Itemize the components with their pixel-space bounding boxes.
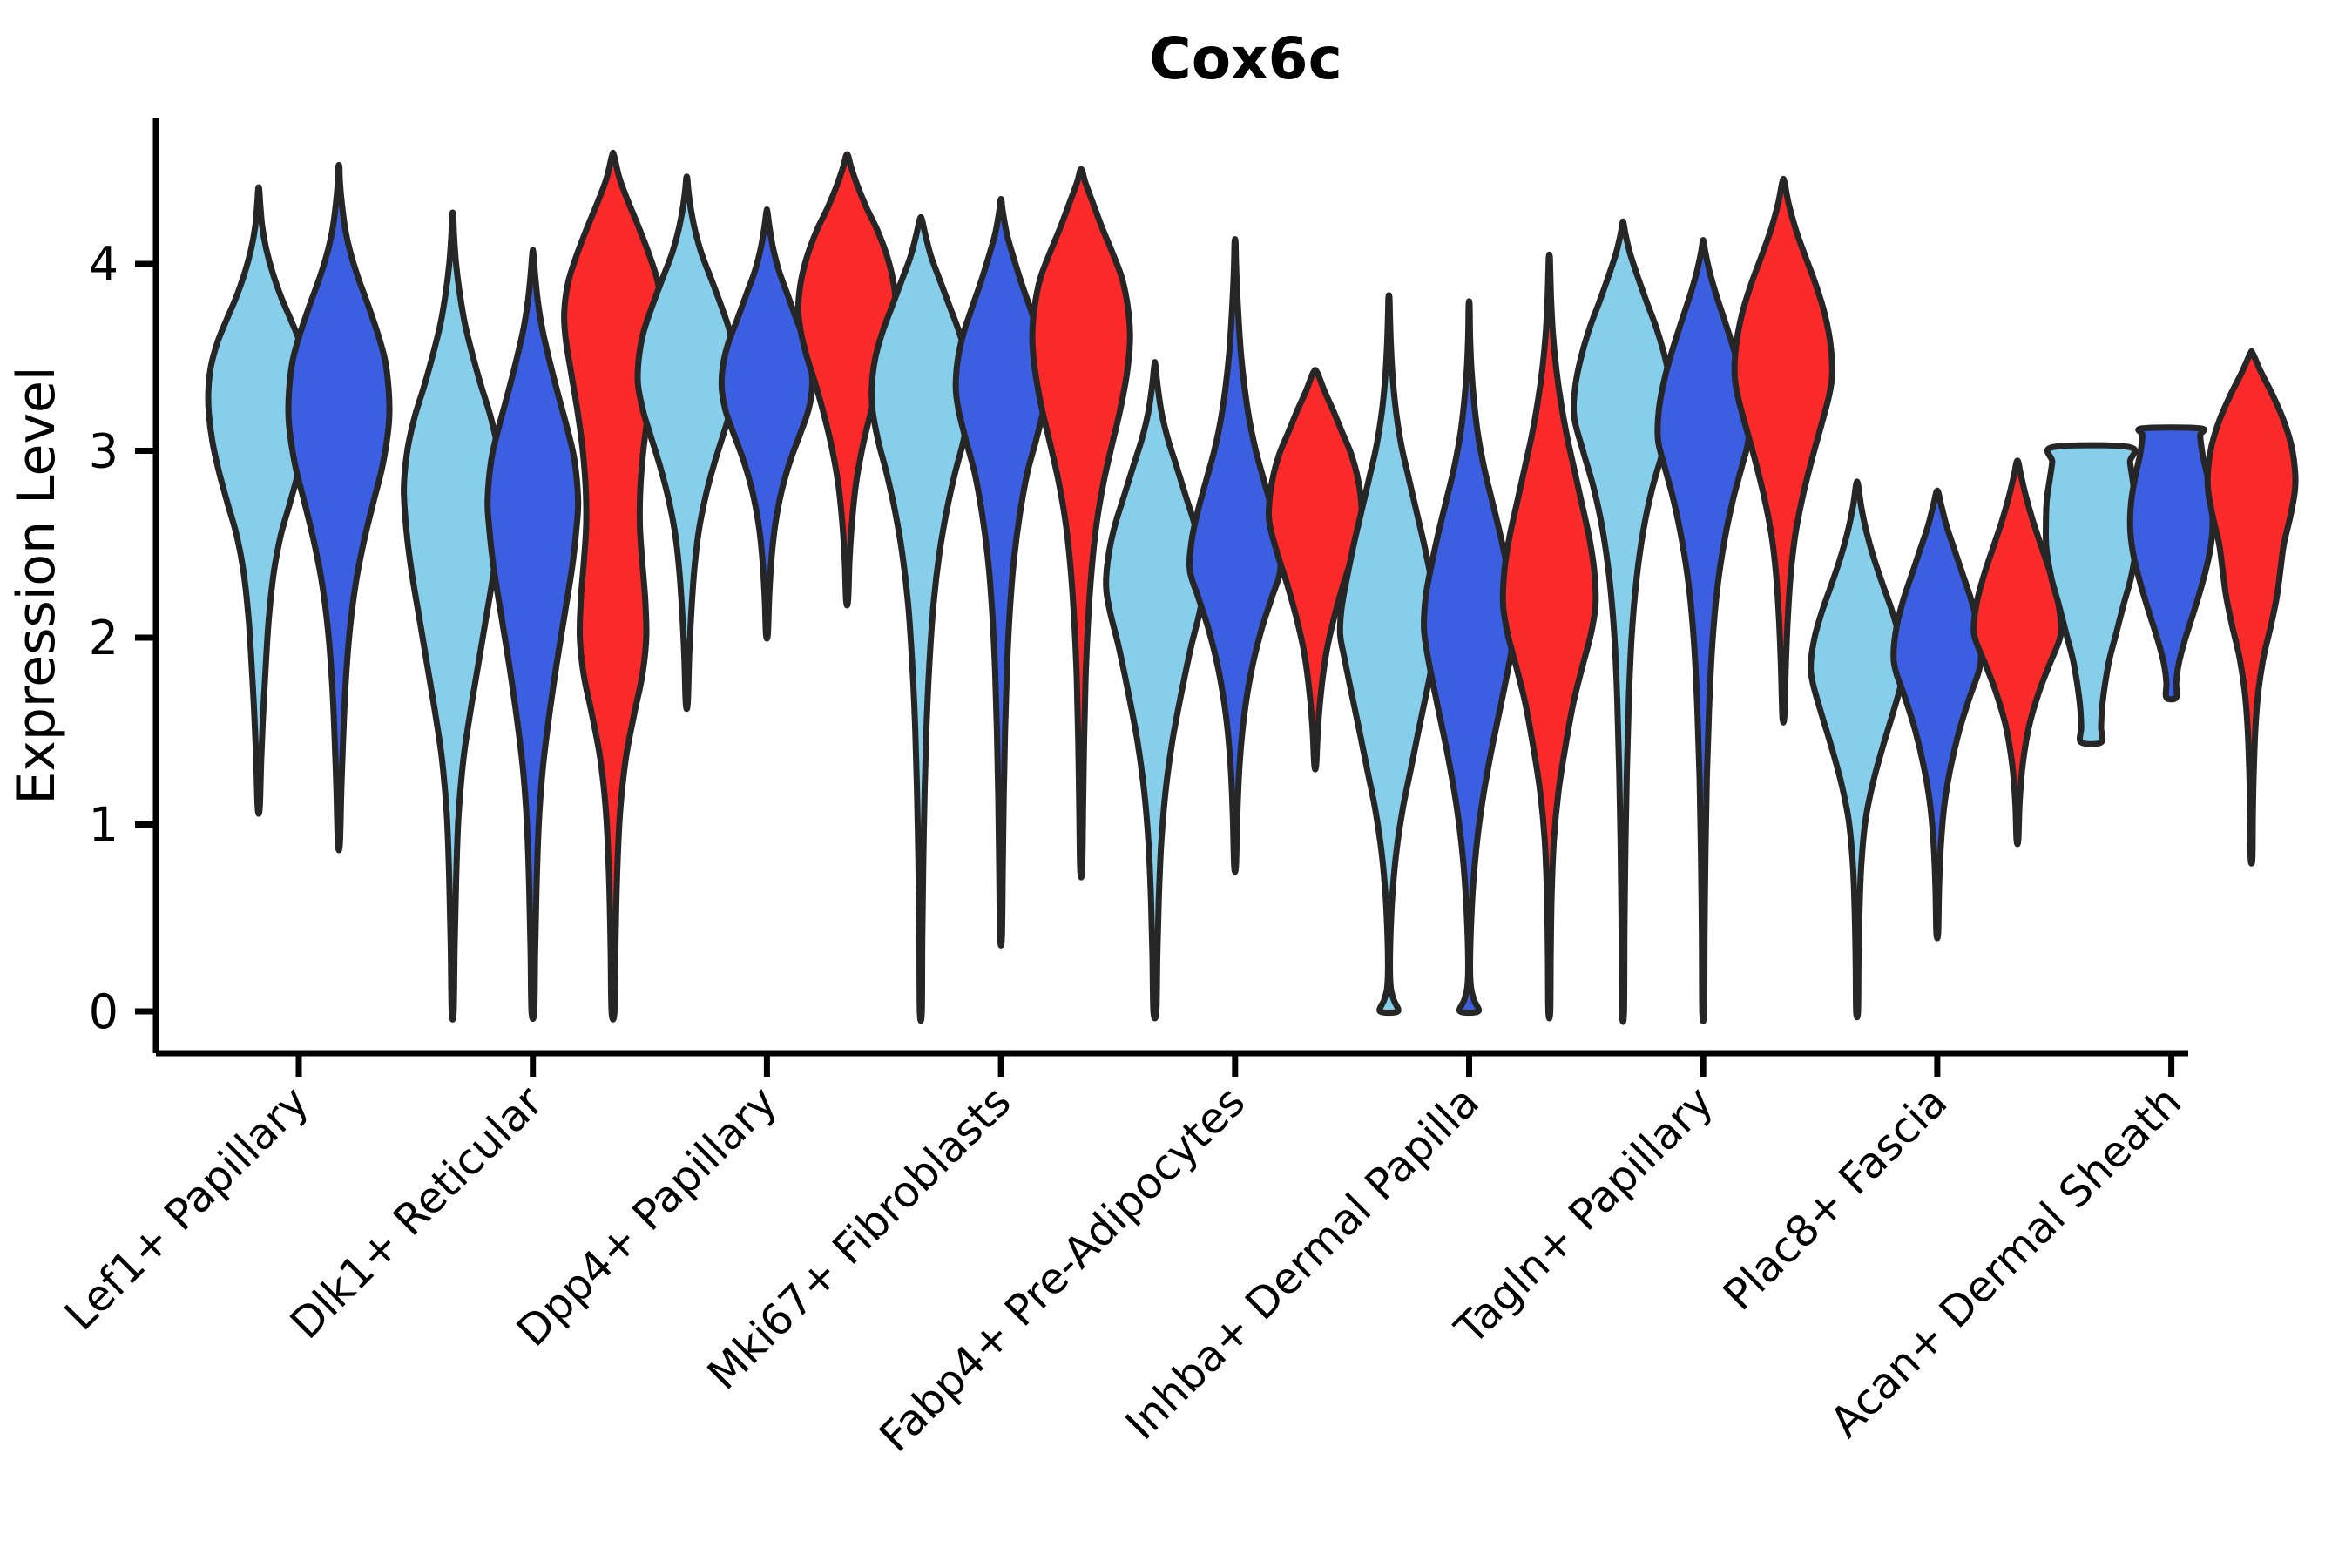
page-title: Cox6c xyxy=(1149,25,1342,92)
y-tick-label: 4 xyxy=(89,237,118,292)
violin[interactable] xyxy=(205,184,313,817)
violin-body[interactable] xyxy=(1970,457,2065,848)
y-tick-label: 0 xyxy=(89,984,118,1039)
violin-body[interactable] xyxy=(1499,251,1599,1022)
violin[interactable] xyxy=(2042,442,2140,747)
violin[interactable] xyxy=(2126,424,2216,703)
violin[interactable] xyxy=(1103,359,1207,1022)
violin-body[interactable] xyxy=(634,173,740,713)
violin[interactable] xyxy=(868,213,973,1024)
violin[interactable] xyxy=(1029,166,1133,881)
violin[interactable] xyxy=(1970,457,2065,848)
violin-body[interactable] xyxy=(285,161,393,854)
violin-body[interactable] xyxy=(1654,237,1753,1024)
violin-body[interactable] xyxy=(1808,478,1907,1021)
violin-body[interactable] xyxy=(1029,166,1133,881)
violin-body[interactable] xyxy=(205,184,313,817)
violin-body[interactable] xyxy=(1731,175,1835,726)
violin-body[interactable] xyxy=(868,213,973,1024)
violin[interactable] xyxy=(1421,298,1517,1017)
y-tick-label: 3 xyxy=(89,424,118,479)
violin-body[interactable] xyxy=(2204,348,2299,867)
violin[interactable] xyxy=(1808,478,1907,1021)
violin[interactable] xyxy=(1731,175,1835,726)
violin-body[interactable] xyxy=(1336,292,1442,1017)
violin[interactable] xyxy=(952,195,1050,949)
violin-body[interactable] xyxy=(718,206,815,642)
violin[interactable] xyxy=(1186,236,1284,875)
violin[interactable] xyxy=(2204,348,2299,867)
violin-body[interactable] xyxy=(2042,442,2140,747)
violin[interactable] xyxy=(1570,218,1676,1025)
violin[interactable] xyxy=(401,209,505,1023)
violin-body[interactable] xyxy=(1186,236,1284,875)
axes-layer xyxy=(152,118,2188,1057)
violin[interactable] xyxy=(718,206,815,642)
violin[interactable] xyxy=(1890,487,1984,942)
violin-body[interactable] xyxy=(1890,487,1984,942)
y-ticks-layer: 0 1 2 3 4 xyxy=(89,237,156,1039)
violin[interactable] xyxy=(285,161,393,854)
violin-body[interactable] xyxy=(2126,424,2216,703)
violin-body[interactable] xyxy=(484,247,582,1023)
violin[interactable] xyxy=(1499,251,1599,1022)
y-tick-label: 2 xyxy=(89,611,118,666)
violin-body[interactable] xyxy=(1103,359,1207,1022)
violin[interactable] xyxy=(484,247,582,1023)
violins-layer xyxy=(205,149,2299,1025)
violin-body[interactable] xyxy=(401,209,505,1023)
y-axis-label: Expression Level xyxy=(6,366,67,804)
violin[interactable] xyxy=(634,173,740,713)
violin[interactable] xyxy=(1336,292,1442,1017)
y-tick-label: 1 xyxy=(89,798,118,853)
violin-body[interactable] xyxy=(1570,218,1676,1025)
violin-body[interactable] xyxy=(1421,298,1517,1017)
violin-body[interactable] xyxy=(952,195,1050,949)
violin[interactable] xyxy=(1654,237,1753,1024)
